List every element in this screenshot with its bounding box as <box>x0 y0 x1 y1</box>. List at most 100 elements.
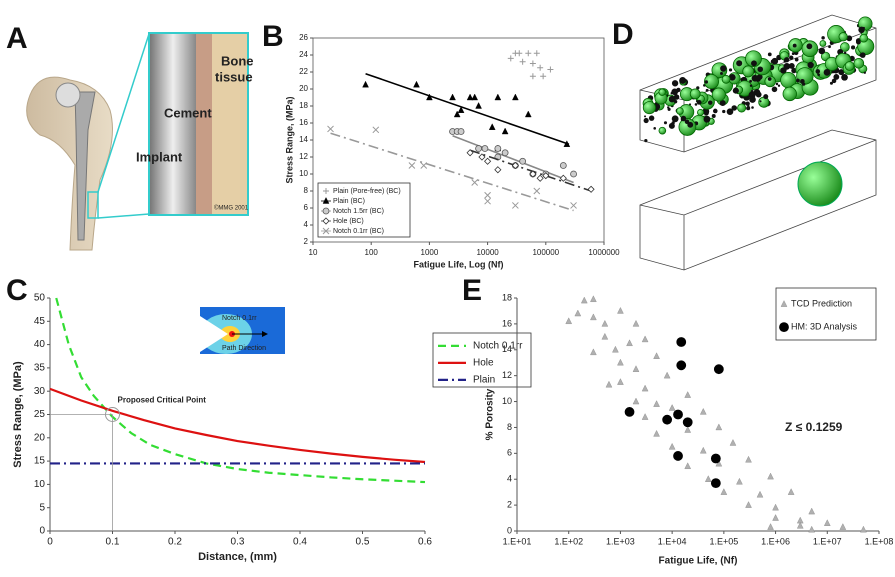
pore <box>755 91 762 98</box>
illustration-label: ©MMG 2001 <box>214 205 249 212</box>
pore <box>789 55 794 60</box>
x-tick-label: 0.3 <box>231 537 245 548</box>
y-tick-label: 25 <box>34 409 46 420</box>
marker <box>668 442 676 450</box>
y-tick-label: 16 <box>502 318 512 328</box>
pore <box>712 108 718 114</box>
pore <box>694 103 698 106</box>
pore <box>733 76 736 79</box>
marker <box>570 170 577 178</box>
marker <box>519 157 527 165</box>
pore <box>800 78 805 84</box>
pore <box>763 94 769 100</box>
legend-marker <box>322 217 330 225</box>
marker <box>529 170 537 178</box>
pore <box>697 108 705 116</box>
pore <box>653 127 657 130</box>
marker <box>529 60 536 67</box>
pore <box>745 50 762 68</box>
y-tick-label: 5 <box>39 502 45 513</box>
pore <box>841 73 848 81</box>
y-tick-label: 6 <box>304 203 309 212</box>
legend-marker <box>323 188 329 194</box>
legend-marker <box>322 227 330 235</box>
pore <box>828 45 831 49</box>
marker <box>662 414 673 425</box>
marker <box>533 187 541 195</box>
marker <box>745 455 752 463</box>
pore <box>780 67 787 74</box>
marker <box>710 478 721 489</box>
marker <box>453 110 461 118</box>
pore <box>722 109 726 114</box>
marker <box>536 174 544 182</box>
marker <box>772 514 779 521</box>
pore <box>807 61 814 69</box>
marker <box>501 149 509 157</box>
marker <box>632 397 640 405</box>
legend-label: Plain (Pore-free) (BC) <box>333 188 401 195</box>
y-tick-label: 8 <box>304 186 309 195</box>
y-tick-label: 0 <box>39 526 45 537</box>
pore <box>736 60 743 67</box>
marker <box>547 66 554 73</box>
marker <box>653 352 660 359</box>
pore <box>821 36 825 40</box>
y-tick-label: 18 <box>502 292 512 302</box>
pore <box>767 52 772 57</box>
y-tick-label: 26 <box>299 33 308 42</box>
pore <box>680 115 687 122</box>
marker <box>574 309 582 317</box>
y-tick-label: 2 <box>304 237 309 246</box>
pore <box>782 86 797 102</box>
marker <box>605 380 613 388</box>
pore <box>668 95 676 103</box>
marker <box>512 202 519 209</box>
y-tick-label: 50 <box>34 293 46 304</box>
panel-label: D <box>612 18 634 51</box>
pore <box>689 88 701 100</box>
marker <box>612 345 619 353</box>
pore <box>737 103 747 113</box>
marker <box>457 128 465 135</box>
marker <box>475 145 482 152</box>
marker <box>767 472 774 480</box>
x-tick-label: 0.6 <box>418 537 432 548</box>
x-tick-label: 1.E+03 <box>606 536 635 546</box>
pore <box>855 39 861 45</box>
pore <box>644 115 647 118</box>
marker <box>524 110 532 118</box>
y-tick-label: 2 <box>507 499 512 509</box>
pore <box>751 106 754 109</box>
annotation-point <box>105 407 120 422</box>
legend-label: Hole (BC) <box>333 218 364 225</box>
pore <box>728 68 733 72</box>
marker <box>684 462 692 469</box>
legend-box <box>432 332 532 388</box>
marker <box>559 174 567 182</box>
y-axis-label: % Porosity <box>485 388 496 440</box>
marker <box>372 126 380 134</box>
pore <box>696 86 700 90</box>
pore <box>663 121 668 125</box>
pore <box>643 117 649 124</box>
marker <box>408 162 416 169</box>
marker <box>525 50 532 57</box>
marker <box>507 55 514 62</box>
marker <box>673 451 683 461</box>
marker <box>540 73 547 80</box>
marker <box>787 488 795 495</box>
marker <box>484 197 491 205</box>
marker <box>516 50 523 57</box>
pore <box>749 84 753 88</box>
marker <box>449 93 456 101</box>
y-tick-label: 15 <box>34 456 46 467</box>
y-tick-label: 20 <box>34 432 46 443</box>
marker <box>501 127 509 135</box>
marker <box>641 384 649 392</box>
trend-line <box>330 132 574 212</box>
x-tick-label: 100 <box>365 248 379 257</box>
marker <box>466 93 474 101</box>
marker <box>580 296 588 304</box>
annotation: Proposed Critical Point <box>118 396 207 405</box>
